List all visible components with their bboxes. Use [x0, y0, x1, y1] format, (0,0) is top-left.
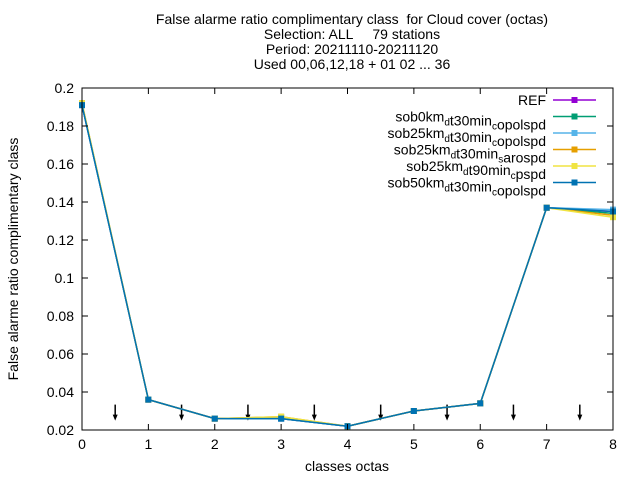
legend-swatch-point: [571, 97, 578, 103]
legend-swatch-point: [571, 113, 578, 120]
chart-title-line-2: Selection: ALL 79 stations: [263, 26, 441, 42]
x-tick-label: 6: [476, 436, 484, 452]
arrow-marker: [510, 404, 516, 421]
legend-swatch-point: [571, 130, 578, 136]
legend-swatch-point: [571, 146, 578, 153]
arrow-marker: [112, 404, 118, 421]
y-tick-label: 0.14: [47, 194, 74, 210]
x-tick-label: 0: [78, 436, 86, 452]
legend-label: sob25kmdt90mincpspd: [406, 158, 546, 182]
legend-label: sob0kmdt30mincopolspd: [395, 109, 546, 133]
legend-swatch-point: [571, 163, 578, 169]
arrow-marker: [311, 404, 317, 421]
x-axis-label: classes octas: [305, 458, 389, 474]
chart-title-line-4: Used 00,06,12,18 + 01 02 ... 36: [253, 56, 451, 72]
y-tick-label: 0.2: [55, 80, 75, 96]
x-tick-label: 7: [543, 436, 551, 452]
legend-label: sob25kmdt30minsarospd: [394, 142, 546, 166]
arrow-marker: [179, 404, 185, 421]
y-tick-label: 0.12: [47, 232, 74, 248]
legend-label: sob25kmdt30mincopolspd: [388, 125, 546, 149]
legend-label: REF: [518, 92, 546, 108]
y-tick-label: 0.02: [47, 422, 74, 438]
legend-swatch-point: [571, 179, 578, 186]
x-tick-label: 2: [211, 436, 219, 452]
y-tick-label: 0.08: [47, 308, 74, 324]
data-point: [477, 400, 484, 407]
y-tick-label: 0.18: [47, 118, 74, 134]
arrow-marker: [378, 404, 384, 421]
legend: REFsob0kmdt30mincopolspdsob25kmdt30minco…: [388, 92, 596, 199]
x-tick-label: 3: [277, 436, 285, 452]
data-point: [543, 204, 550, 211]
y-tick-label: 0.04: [47, 384, 74, 400]
y-tick-label: 0.06: [47, 346, 74, 362]
y-tick-label: 0.1: [55, 270, 75, 286]
y-tick-label: 0.16: [47, 156, 74, 172]
arrow-marker: [577, 404, 583, 421]
data-point: [410, 408, 417, 414]
chart-title-line-3: Period: 20211110-20211120: [265, 41, 439, 57]
x-tick-label: 8: [609, 436, 617, 452]
x-tick-label: 1: [144, 436, 152, 452]
data-point: [145, 396, 152, 403]
x-tick-label: 4: [344, 436, 352, 452]
chart-title-line-1: False alarme ratio complimentary class f…: [155, 11, 549, 27]
data-point: [211, 415, 218, 422]
data-point: [278, 415, 285, 422]
y-axis-label: False alarme ratio complimentary class: [5, 138, 21, 381]
legend-label: sob50kmdt30mincopolspd: [388, 175, 546, 199]
x-tick-label: 5: [410, 436, 418, 452]
